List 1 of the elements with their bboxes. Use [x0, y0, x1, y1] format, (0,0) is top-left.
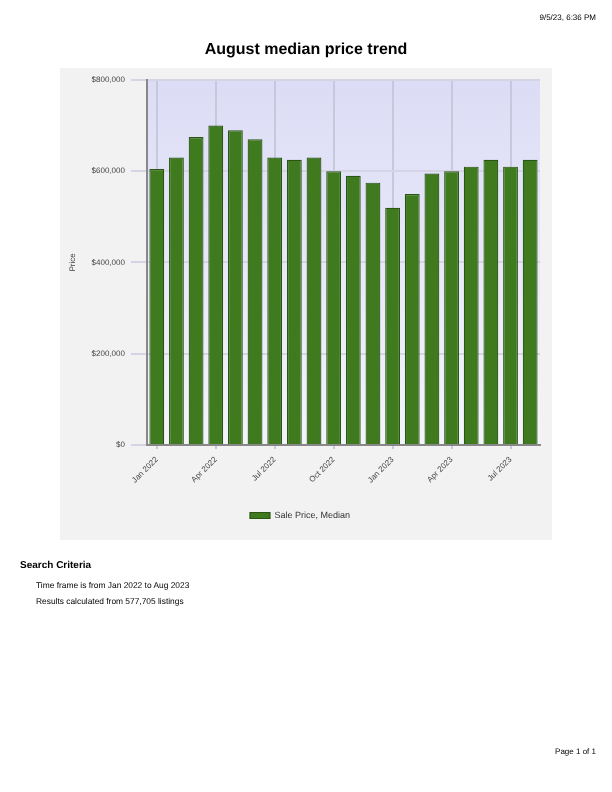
chart-title: August median price trend: [202, 40, 410, 58]
